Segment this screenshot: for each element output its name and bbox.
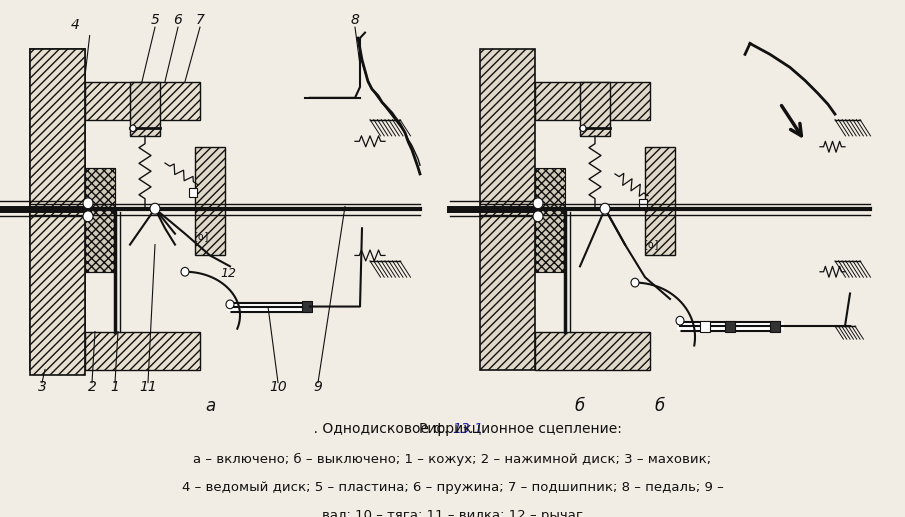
Circle shape [580, 125, 586, 131]
Text: [o]: [o] [193, 231, 211, 241]
Text: 5: 5 [150, 13, 159, 27]
Bar [30, 49, 85, 370]
Text: Рис.: Рис. [419, 422, 452, 436]
Text: 13.1: 13.1 [452, 422, 483, 436]
Bar [480, 49, 535, 370]
Text: а – включено; б – выключено; 1 – кожух; 2 – нажимной диск; 3 – маховик;: а – включено; б – выключено; 1 – кожух; … [194, 453, 711, 466]
Circle shape [83, 198, 93, 209]
Bar [189, 188, 197, 197]
Text: 6: 6 [174, 13, 183, 27]
Bar [85, 169, 115, 272]
Bar [130, 82, 160, 136]
Circle shape [533, 211, 543, 222]
Text: [o]: [o] [643, 239, 661, 249]
Bar [535, 331, 650, 370]
Bar [639, 199, 647, 208]
Text: 2: 2 [88, 381, 97, 394]
Text: б: б [575, 397, 586, 415]
Bar [700, 321, 710, 331]
Text: 9: 9 [313, 381, 322, 394]
Text: . Однодисковое фрикционное сцепление:: . Однодисковое фрикционное сцепление: [283, 422, 622, 436]
Circle shape [83, 211, 93, 222]
Bar [195, 147, 225, 255]
Text: 4: 4 [71, 18, 80, 33]
Text: 7: 7 [195, 13, 205, 27]
Text: 11: 11 [139, 381, 157, 394]
Text: 4 – ведомый диск; 5 – пластина; 6 – пружина; 7 – подшипник; 8 – педаль; 9 –: 4 – ведомый диск; 5 – пластина; 6 – пруж… [182, 481, 723, 494]
Circle shape [631, 278, 639, 287]
Bar [85, 169, 115, 272]
Bar [302, 301, 312, 312]
Circle shape [600, 203, 610, 214]
Circle shape [130, 125, 136, 131]
Circle shape [181, 267, 189, 276]
Bar [85, 82, 200, 119]
Bar [535, 169, 565, 272]
Bar [770, 321, 780, 331]
Circle shape [150, 203, 160, 214]
Circle shape [226, 300, 234, 309]
Circle shape [676, 316, 684, 325]
Bar [85, 331, 200, 370]
Text: а: а [205, 397, 215, 415]
Bar [725, 321, 735, 331]
Bar [535, 82, 650, 119]
Text: 12: 12 [220, 267, 236, 280]
Bar [645, 147, 675, 255]
Text: 3: 3 [38, 381, 46, 394]
Bar [580, 82, 610, 136]
Text: 1: 1 [110, 381, 119, 394]
Circle shape [533, 198, 543, 209]
Text: б: б [655, 397, 665, 415]
Text: 8: 8 [350, 13, 359, 27]
Text: 10: 10 [269, 381, 287, 394]
Bar [30, 49, 85, 375]
Text: вал; 10 – тяга; 11 – вилка; 12 – рычаг: вал; 10 – тяга; 11 – вилка; 12 – рычаг [322, 509, 583, 517]
